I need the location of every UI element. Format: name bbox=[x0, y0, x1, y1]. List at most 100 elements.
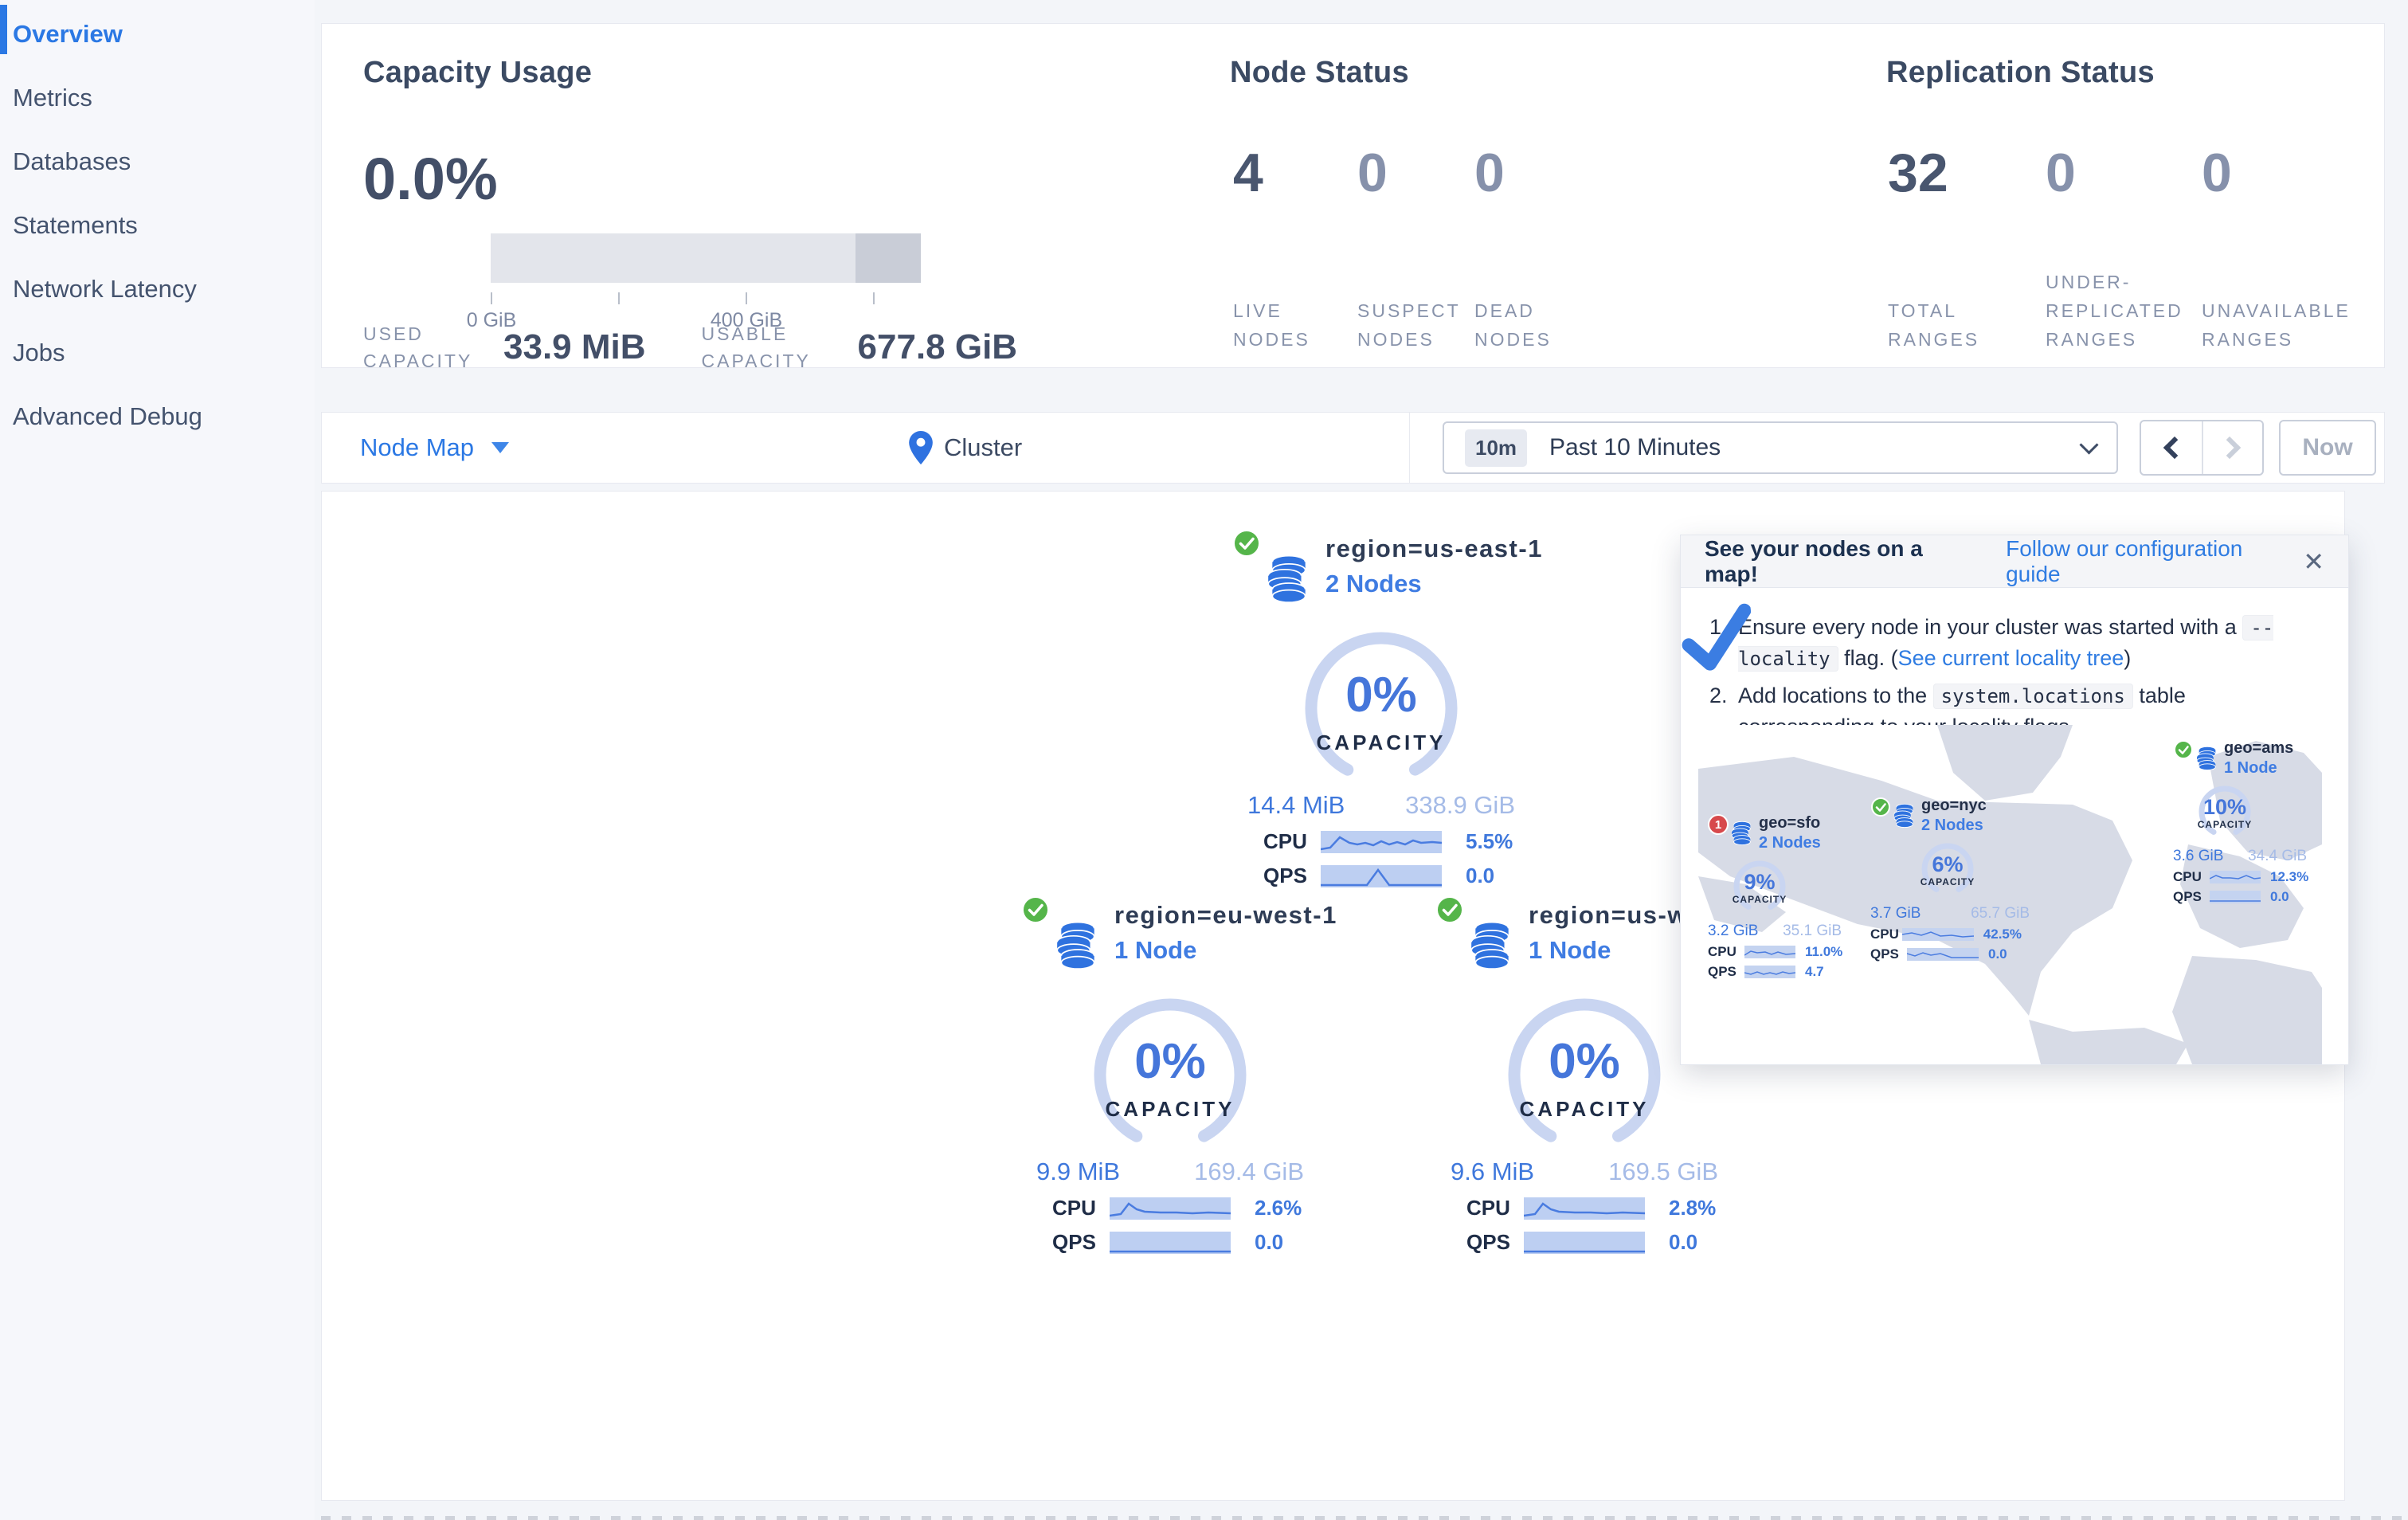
sidebar-item-network-latency[interactable]: Network Latency bbox=[0, 260, 315, 323]
total-ranges-value: 32 bbox=[1888, 143, 1948, 203]
capacity-ring-arc bbox=[1508, 998, 1661, 1151]
cpu-sparkline bbox=[1320, 830, 1443, 853]
capacity-caption: CAPACITY bbox=[1316, 731, 1447, 754]
time-range-select[interactable]: 10m Past 10 Minutes bbox=[1443, 421, 2118, 474]
toolbar-divider bbox=[1409, 413, 1410, 483]
time-range-label: Past 10 Minutes bbox=[1549, 434, 1721, 460]
breadcrumb[interactable]: Cluster bbox=[909, 413, 1022, 483]
view-selector-dropdown[interactable]: Node Map bbox=[360, 413, 510, 483]
setup-step-1: 1. Ensure every node in your cluster was… bbox=[1709, 612, 2321, 674]
mini-total-capacity: 35.1 GiB bbox=[1783, 923, 1842, 939]
time-range-prev-button[interactable] bbox=[2141, 421, 2202, 474]
cpu-label: CPU bbox=[2173, 869, 2202, 884]
qps-value: 0.0 bbox=[2270, 889, 2289, 904]
breadcrumb-cluster-label: Cluster bbox=[944, 433, 1023, 461]
region-used-capacity: 14.4 MiB bbox=[1247, 791, 1345, 819]
sidebar-item-databases[interactable]: Databases bbox=[0, 132, 315, 196]
capacity-percent: 10% bbox=[2202, 795, 2247, 819]
cpu-sparkline bbox=[1901, 928, 1974, 941]
node-map-preview: 1 geo=sfo 2 Nodes 9% bbox=[1698, 725, 2322, 1064]
now-button[interactable]: Now bbox=[2279, 420, 2376, 476]
code-system-locations: system.locations bbox=[1932, 684, 2133, 709]
capacity-caption: CAPACITY bbox=[1519, 1097, 1650, 1121]
region-nodes-link[interactable]: 2 Nodes bbox=[1325, 570, 1422, 597]
qps-label: QPS bbox=[1870, 946, 1899, 962]
mini-region-name: geo=ams bbox=[2224, 739, 2294, 757]
chevron-down-icon bbox=[2079, 434, 2099, 455]
qps-label: QPS bbox=[1708, 964, 1737, 979]
used-capacity-value: 33.9 MiB bbox=[503, 327, 646, 366]
capacity-ring: 9% CAPACITY bbox=[1732, 859, 1787, 915]
region-total-capacity: 169.4 GiB bbox=[1194, 1158, 1304, 1185]
configuration-guide-link[interactable]: Follow our configuration guide bbox=[2006, 535, 2243, 586]
mini-node-geo-nyc: geo=nyc 2 Nodes 6% CAPACITY 3.7 GiB 65.7… bbox=[1870, 797, 2030, 962]
cluster-summary-panel: Capacity Usage 0.0% 0 GiB 400 GiB USED C… bbox=[321, 23, 2385, 371]
cpu-label: CPU bbox=[1263, 829, 1307, 853]
close-icon[interactable]: ✕ bbox=[2303, 546, 2324, 576]
capacity-ring: 0% CAPACITY bbox=[1505, 995, 1664, 1154]
status-ok-icon bbox=[1020, 895, 1051, 929]
region-nodes-link[interactable]: 1 Node bbox=[1529, 936, 1611, 964]
qps-sparkline bbox=[1906, 948, 1979, 961]
suspect-nodes-value: 0 bbox=[1357, 143, 1388, 203]
capacity-ring: 0% CAPACITY bbox=[1302, 629, 1461, 788]
sidebar-item-jobs[interactable]: Jobs bbox=[0, 323, 315, 387]
mini-used-capacity: 3.7 GiB bbox=[1870, 905, 1921, 922]
capacity-ring-arc bbox=[1094, 998, 1247, 1151]
capacity-used-percent: 0.0% bbox=[363, 146, 498, 212]
capacity-bar-nonusable-segment bbox=[856, 233, 921, 283]
region-node-us-west-1: region=us-west-1 1 Node 0% CAPACITY 9.6 … bbox=[1435, 895, 1769, 1255]
mini-used-capacity: 3.2 GiB bbox=[1708, 923, 1759, 939]
view-selector-label: Node Map bbox=[360, 433, 475, 461]
time-range-pager bbox=[2140, 420, 2264, 476]
qps-label: QPS bbox=[1052, 1230, 1096, 1254]
mini-total-capacity: 34.4 GiB bbox=[2248, 848, 2307, 864]
region-node-us-east-1: region=us-east-1 2 Nodes 0% CAPACITY 14.… bbox=[1231, 529, 1566, 888]
qps-sparkline bbox=[2210, 891, 2261, 903]
region-nodes-link[interactable]: 1 Node bbox=[1114, 936, 1197, 964]
sidebar: Overview Metrics Databases Statements Ne… bbox=[0, 0, 315, 1520]
under-replicated-ranges-value: 0 bbox=[2046, 143, 2076, 203]
unavailable-ranges-value: 0 bbox=[2202, 143, 2232, 203]
cpu-value: 42.5% bbox=[1983, 926, 2022, 942]
qps-value: 0.0 bbox=[1255, 1230, 1284, 1254]
live-nodes-value: 4 bbox=[1233, 143, 1263, 203]
sidebar-item-advanced-debug[interactable]: Advanced Debug bbox=[0, 387, 315, 451]
time-range-next-button[interactable] bbox=[2202, 421, 2262, 474]
cpu-value: 5.5% bbox=[1466, 829, 1513, 853]
cpu-value: 2.6% bbox=[1255, 1196, 1302, 1220]
sidebar-item-label: Network Latency bbox=[13, 275, 197, 303]
database-icon bbox=[1468, 920, 1516, 974]
cpu-label: CPU bbox=[1708, 944, 1737, 959]
locality-tree-link[interactable]: See current locality tree bbox=[1897, 646, 2124, 670]
qps-sparkline bbox=[1321, 864, 1442, 887]
qps-value: 0.0 bbox=[1988, 946, 2007, 962]
mini-region-nodes: 2 Nodes bbox=[1759, 834, 1821, 852]
capacity-percent: 0% bbox=[1549, 1034, 1620, 1089]
total-ranges-label: TOTAL RANGES bbox=[1888, 300, 1980, 350]
setup-card-title: See your nodes on a map! bbox=[1705, 535, 1923, 586]
sidebar-item-overview[interactable]: Overview bbox=[0, 5, 315, 69]
usable-capacity-label: USABLE CAPACITY bbox=[701, 323, 811, 371]
status-ok-icon bbox=[1435, 895, 1465, 929]
database-icon bbox=[1054, 920, 1102, 974]
live-nodes-label: LIVE NODES bbox=[1233, 300, 1310, 350]
qps-value: 0.0 bbox=[1466, 864, 1495, 887]
capacity-caption: CAPACITY bbox=[1920, 876, 1975, 887]
caret-down-icon bbox=[491, 442, 510, 453]
suspect-nodes-label: SUSPECT NODES bbox=[1357, 300, 1461, 350]
mini-node-geo-sfo: 1 geo=sfo 2 Nodes 9% bbox=[1708, 814, 1859, 980]
status-error-icon: 1 bbox=[1708, 814, 1729, 835]
cpu-label: CPU bbox=[1870, 926, 1899, 942]
world-map bbox=[1698, 725, 2322, 1064]
sidebar-item-statements[interactable]: Statements bbox=[0, 196, 315, 260]
capacity-ring: 0% CAPACITY bbox=[1090, 995, 1250, 1154]
blue-check-icon bbox=[1677, 601, 1757, 684]
cpu-value: 11.0% bbox=[1805, 944, 1843, 959]
sidebar-item-metrics[interactable]: Metrics bbox=[0, 69, 315, 132]
region-node-eu-west-1: region=eu-west-1 1 Node 0% CAPACITY 9.9 … bbox=[1020, 895, 1355, 1255]
qps-label: QPS bbox=[1263, 864, 1307, 887]
region-name: region=eu-west-1 bbox=[1114, 901, 1337, 929]
mini-region-name: geo=nyc bbox=[1921, 797, 1987, 814]
node-map-setup-card: See your nodes on a map! Follow our conf… bbox=[1680, 535, 2349, 1065]
